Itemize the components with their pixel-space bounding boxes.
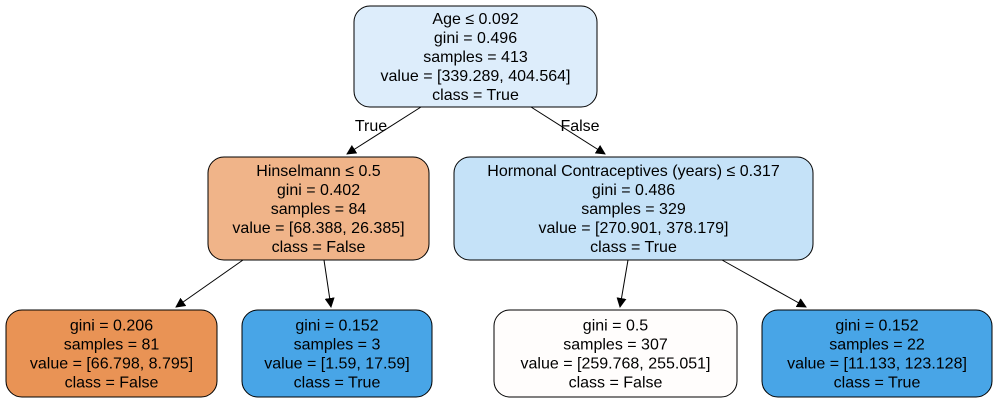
tree-node-left-right: gini = 0.152 samples = 3 value = [1.59, 17…	[241, 309, 433, 398]
node-line: class = False	[65, 375, 159, 392]
edge-left-to-left-left	[175, 259, 244, 308]
node-line: gini = 0.206	[70, 318, 153, 335]
node-line: Hormonal Contraceptives (years) ≤ 0.317	[487, 163, 780, 180]
node-box	[453, 156, 814, 261]
node-line: gini = 0.496	[434, 30, 517, 47]
tree-node-right-right: gini = 0.152 samples = 22 value = [11.133,…	[761, 309, 993, 398]
edges: True False	[175, 106, 807, 308]
edge-left-to-left-right	[323, 259, 335, 308]
node-line: class = True	[590, 239, 677, 256]
node-line: value = [259.768, 255.051]	[521, 356, 711, 373]
edge-root-to-left	[346, 106, 422, 155]
node-line: gini = 0.152	[295, 318, 378, 335]
node-line: samples = 22	[829, 337, 925, 354]
node-box	[761, 309, 993, 398]
node-line: Age ≤ 0.092	[432, 11, 518, 28]
tree-node-root: Age ≤ 0.092 gini = 0.496 samples = 413 valu…	[353, 5, 598, 108]
node-line: gini = 0.486	[592, 182, 675, 199]
node-line: value = [1.59, 17.59]	[264, 356, 409, 373]
node-box	[241, 309, 433, 398]
node-line: samples = 329	[581, 201, 686, 218]
node-line: gini = 0.5	[583, 318, 648, 335]
tree-node-right: Hormonal Contraceptives (years) ≤ 0.317 g…	[453, 156, 814, 261]
node-line: Hinselmann ≤ 0.5	[256, 163, 381, 180]
tree-node-right-left: gini = 0.5 samples = 307 value = [259.768,…	[493, 309, 738, 398]
node-line: samples = 413	[423, 49, 528, 66]
edge-label-false: False	[560, 118, 599, 135]
node-line: gini = 0.152	[835, 318, 918, 335]
node-line: samples = 307	[563, 337, 668, 354]
node-line: samples = 81	[64, 337, 160, 354]
node-line: class = False	[272, 239, 366, 256]
node-line: samples = 84	[271, 201, 367, 218]
edge-right-to-right-right	[721, 259, 807, 308]
node-line: class = True	[834, 375, 921, 392]
node-line: samples = 3	[294, 337, 381, 354]
edge-root-to-right	[530, 106, 606, 155]
tree-node-left: Hinselmann ≤ 0.5 gini = 0.402 samples = 84…	[207, 156, 430, 261]
node-line: value = [339.289, 404.564]	[381, 68, 571, 85]
node-line: class = True	[432, 87, 519, 104]
node-box	[353, 5, 598, 108]
node-line: value = [270.901, 378.179]	[539, 220, 729, 237]
node-line: gini = 0.402	[277, 182, 360, 199]
node-box	[5, 309, 218, 398]
node-line: value = [11.133, 123.128]	[787, 356, 967, 373]
tree-node-left-left: gini = 0.206 samples = 81 value = [66.798,…	[5, 309, 218, 398]
node-box	[493, 309, 738, 398]
edge-label-true: True	[355, 118, 387, 135]
node-line: class = True	[294, 375, 381, 392]
node-line: value = [68.388, 26.385]	[232, 220, 404, 237]
nodes: Age ≤ 0.092 gini = 0.496 samples = 413 valu…	[5, 5, 993, 398]
node-line: value = [66.798, 8.795]	[30, 356, 193, 373]
node-line: class = False	[569, 375, 663, 392]
node-box	[207, 156, 430, 261]
edge-right-to-right-left	[616, 259, 629, 308]
